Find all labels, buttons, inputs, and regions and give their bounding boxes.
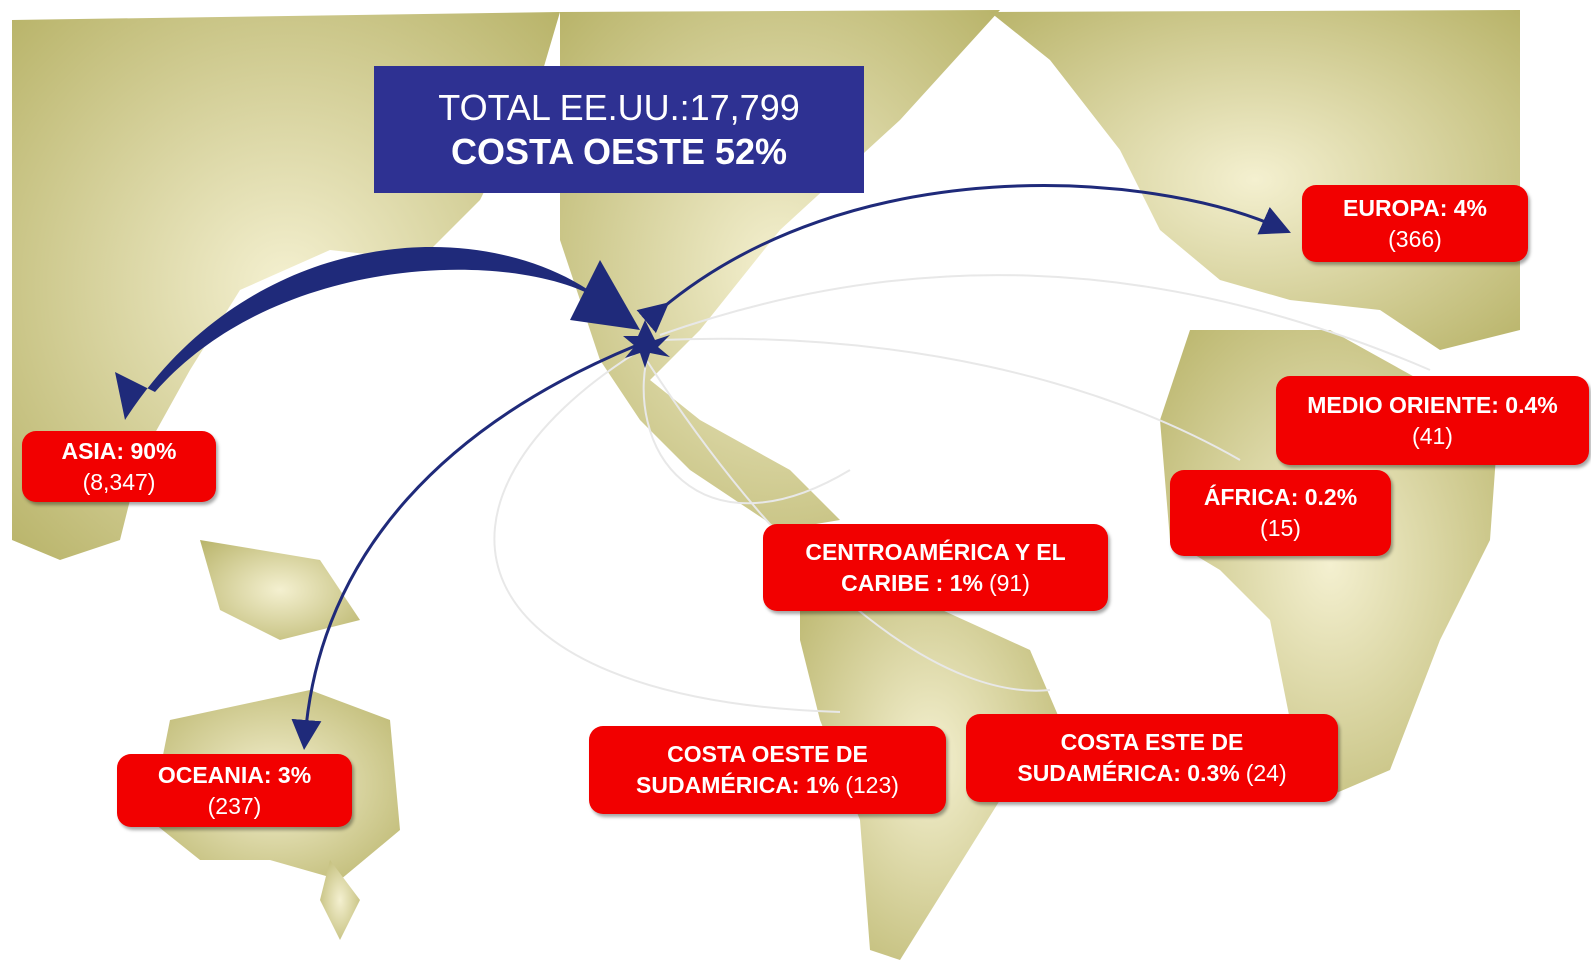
europe-flow (636, 184, 1291, 334)
region-label: COSTA OESTE DE SUDAMÉRICA: 1% (636, 741, 868, 798)
region-box: EUROPA: 4% (366) (1302, 185, 1528, 262)
origin-burst (623, 320, 670, 368)
oceania-flow (291, 340, 646, 750)
region-box: ÁFRICA: 0.2% (15) (1170, 470, 1391, 556)
asia-flow (115, 247, 625, 420)
faint-routes (493, 274, 1431, 713)
flow-arrows (115, 184, 1291, 750)
region-box: ASIA: 90% (8,347) (22, 431, 216, 502)
region-count: (91) (988, 569, 1030, 596)
region-label: CENTROAMÉRICA Y EL CARIBE : 1% (805, 538, 1066, 596)
region-label: EUROPA: 4% (1343, 194, 1487, 221)
region-box: COSTA ESTE DE SUDAMÉRICA: 0.3% (24) (966, 714, 1338, 802)
region-box: CENTROAMÉRICA Y EL CARIBE : 1% (91) (763, 524, 1108, 611)
region-label: OCEANIA: 3% (157, 761, 312, 788)
region-box: MEDIO ORIENTE: 0.4% (41) (1276, 376, 1589, 465)
region-box: OCEANIA: 3% (237) (117, 754, 352, 827)
region-count: (366) (1388, 225, 1442, 252)
asia-flow-head (570, 260, 640, 330)
region-label: ÁFRICA: 0.2% (1203, 484, 1358, 510)
region-count: (8,347) (82, 468, 156, 495)
region-count: (41) (1412, 422, 1453, 449)
share-text: COSTA OESTE 52% (450, 130, 788, 172)
region-label: ASIA: 90% (61, 437, 177, 464)
region-label: COSTA ESTE DE SUDAMÉRICA: 0.3% (1017, 729, 1244, 786)
total-text: TOTAL EE.UU.:17,799 (438, 86, 800, 128)
region-count: (237) (207, 792, 262, 819)
total-box: TOTAL EE.UU.:17,799 COSTA OESTE 52% (374, 66, 864, 193)
region-box: COSTA OESTE DE SUDAMÉRICA: 1% (123) (589, 726, 946, 814)
region-count: (15) (1260, 515, 1301, 541)
region-count: (24) (1245, 760, 1287, 786)
region-count: (123) (845, 772, 899, 798)
region-label: MEDIO ORIENTE: 0.4% (1307, 391, 1558, 418)
